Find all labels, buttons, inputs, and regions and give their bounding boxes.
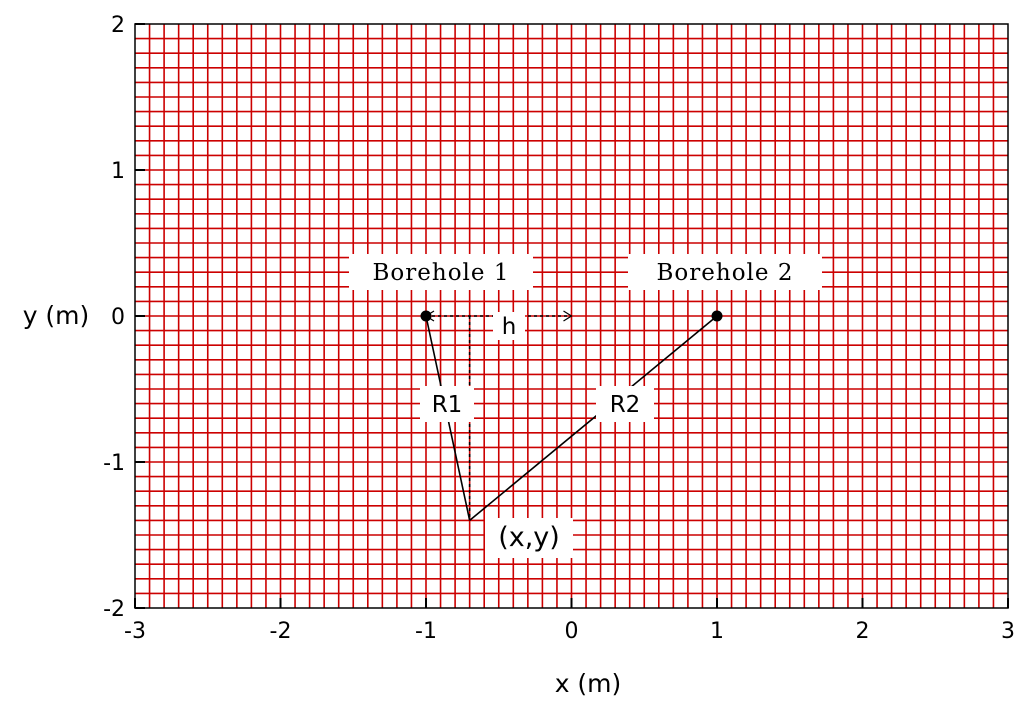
x-tick-label: 1 xyxy=(710,619,724,644)
borehole-1-label-background xyxy=(349,254,533,290)
y-tick-label: -2 xyxy=(103,597,125,622)
x-tick-label: -1 xyxy=(415,619,437,644)
x-tick-label: 3 xyxy=(1001,619,1015,644)
y-tick-label: -1 xyxy=(103,451,125,476)
point-label: (x,y) xyxy=(498,522,560,553)
x-tick-label: 2 xyxy=(856,619,870,644)
y-axis-label: y (m) xyxy=(23,301,90,330)
h-label: h xyxy=(502,314,517,340)
h-label-background xyxy=(493,312,525,340)
x-tick-label: -3 xyxy=(124,619,146,644)
axis-ticks xyxy=(134,23,1009,609)
x-tick-label: 0 xyxy=(565,619,579,644)
point-label-background xyxy=(485,518,573,558)
r2-label-background xyxy=(596,386,654,422)
r1-label-background xyxy=(420,386,474,422)
r2-line xyxy=(469,315,718,522)
borehole-2-marker xyxy=(711,310,723,322)
y-tick-label: 0 xyxy=(111,305,125,330)
x-tick-label: -2 xyxy=(270,619,292,644)
x-axis-label: x (m) xyxy=(555,669,622,698)
borehole-1-marker xyxy=(420,310,432,322)
r1-label: R1 xyxy=(432,392,463,418)
y-tick-label: 2 xyxy=(111,13,125,38)
borehole-2-label: Borehole 2 xyxy=(657,260,794,286)
grid xyxy=(135,24,1008,608)
borehole-1-label: Borehole 1 xyxy=(373,260,510,286)
r2-label: R2 xyxy=(610,392,641,418)
y-tick-label: 1 xyxy=(111,159,125,184)
h-arrow-head-right xyxy=(563,310,573,322)
borehole-2-label-background xyxy=(628,254,822,290)
diagram-marks: Borehole 1 Borehole 2 h R1 R2 (x,y) xyxy=(349,254,822,558)
